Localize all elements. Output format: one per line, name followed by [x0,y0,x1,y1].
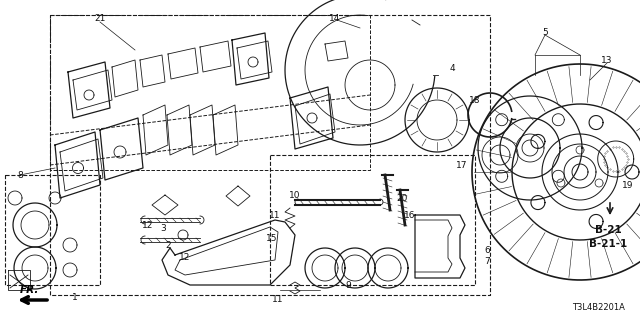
Text: 3: 3 [160,223,166,233]
Text: 19: 19 [622,180,634,189]
Text: B-21-1: B-21-1 [589,239,627,249]
Text: 18: 18 [469,95,481,105]
Text: 6: 6 [484,245,490,254]
Text: 4: 4 [449,63,455,73]
Text: B-21: B-21 [595,225,621,235]
Text: 11: 11 [272,295,284,305]
Text: 12: 12 [179,253,191,262]
Text: 16: 16 [404,211,416,220]
Text: 17: 17 [456,161,468,170]
Text: 9: 9 [345,281,351,290]
Text: FR.: FR. [20,285,40,295]
Text: 10: 10 [289,190,301,199]
Text: 20: 20 [396,194,408,203]
Text: 13: 13 [601,55,612,65]
Text: 15: 15 [266,234,278,243]
Text: 12: 12 [142,220,154,229]
Text: 2: 2 [165,241,171,250]
Text: 8: 8 [17,171,23,180]
Text: 21: 21 [94,13,106,22]
Text: T3L4B2201A: T3L4B2201A [572,303,625,313]
Text: 7: 7 [484,257,490,266]
Text: 14: 14 [330,13,340,22]
Text: 1: 1 [72,292,78,301]
Text: 5: 5 [542,28,548,36]
Text: 11: 11 [269,211,281,220]
